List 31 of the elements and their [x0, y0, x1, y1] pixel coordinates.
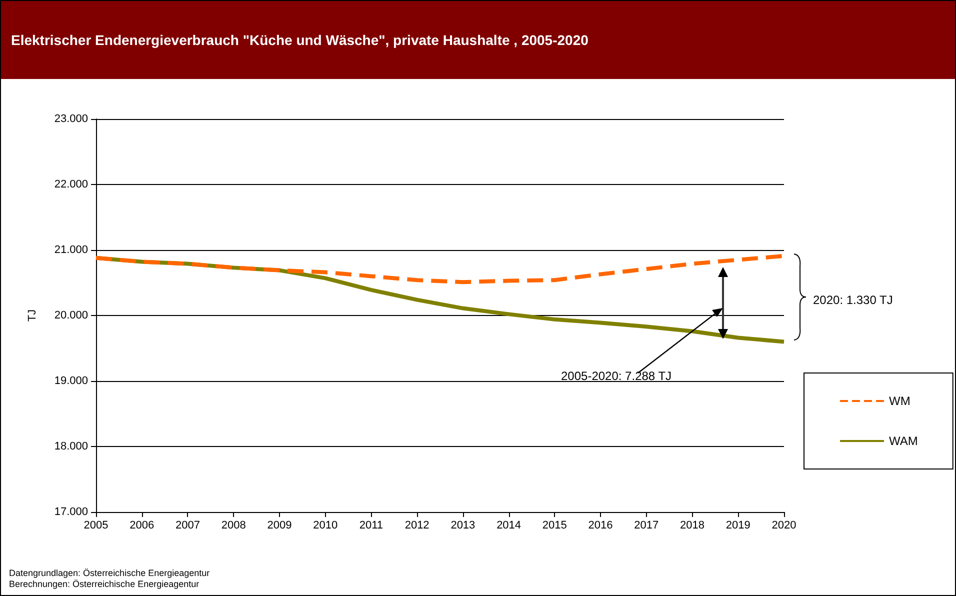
y-axis-title: TJ — [26, 309, 38, 322]
x-tick-label: 2007 — [175, 520, 200, 532]
text: 2020: 1.330 TJ — [813, 293, 893, 307]
y-tick-label: 17.000 — [54, 506, 88, 518]
x-tick-label: 2012 — [404, 520, 430, 532]
x-tick-label: 2013 — [450, 520, 476, 532]
text: Berechnungen: Österreichische Energieagentur — [9, 579, 200, 589]
x-tick-label: 2016 — [588, 520, 613, 532]
x-tick-label: 2014 — [496, 520, 522, 532]
x-tick-label: 2008 — [221, 520, 246, 532]
annotation: 2005-2020: 7.288 TJ — [561, 369, 672, 383]
y-tick-label: 19.000 — [54, 375, 88, 387]
x-tick-label: 2018 — [680, 520, 705, 532]
x-tick-label: 2019 — [726, 520, 750, 532]
x-tick-label: 2010 — [313, 520, 338, 532]
text: Datengrundlagen: Österreichische Energieagentur — [9, 568, 210, 578]
x-tick-label: 2015 — [542, 520, 567, 532]
x-tick-label: 2011 — [359, 520, 384, 532]
legend-label: WAM — [889, 434, 918, 448]
x-tick-label: 2017 — [634, 520, 659, 532]
chart-title: Elektrischer Endenergieverbrauch "Küche und Wäsche", private Haushalte , 2005-2020 — [1, 1, 955, 79]
x-tick-label: 2006 — [130, 520, 154, 532]
y-tick-label: 23.000 — [54, 113, 88, 125]
legend-label: WM — [889, 394, 910, 408]
y-tick-label: 20.000 — [54, 310, 88, 322]
x-tick-label: 2009 — [267, 520, 292, 532]
x-tick-label: 2005 — [84, 520, 108, 532]
y-tick-label: 18.000 — [54, 440, 88, 452]
x-tick-label: 2020 — [772, 520, 796, 532]
y-tick-label: 21.000 — [54, 244, 88, 256]
y-tick-label: 22.000 — [54, 178, 88, 190]
